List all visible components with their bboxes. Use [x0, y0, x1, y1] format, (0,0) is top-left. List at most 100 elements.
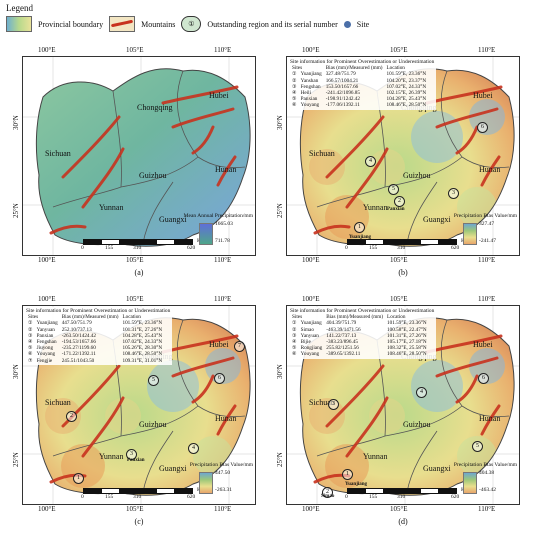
site-info-row: ④ Heili -241.42/1096.85 102.15°E, 26.39°N [290, 90, 428, 96]
outstanding-region-number: 2 [66, 411, 77, 422]
provincial-boundary-line [142, 181, 174, 244]
provincial-boundary-line [406, 430, 438, 493]
legend-title: Legend [6, 3, 33, 13]
lat-tick-label: 30°N [276, 115, 284, 130]
site-info-cell-loc: 105.26°E, 28.30°N [122, 345, 163, 352]
site-info-cell-loc: 104.20°E, 23.37°N [386, 77, 427, 84]
site-info-cell-loc: 100.58°E, 22.47°N [387, 326, 427, 333]
map-frame: SichuanChongqingHubeiGuizhouHunanYunnanG… [22, 305, 256, 505]
site-info-row: ③ Panxian -263.50/1424.42 104.28°E, 25.43°N [26, 333, 164, 339]
lon-tick-label: 105°E [126, 505, 144, 513]
scale-bar-label: 620 [451, 494, 460, 500]
mountain-range [49, 224, 87, 235]
panel-caption: (c) [134, 517, 144, 526]
site-info-cell-site: Fengjie [36, 357, 53, 364]
site-info-header: Location [386, 65, 405, 72]
lat-tick-label: 30°N [12, 364, 20, 379]
outstanding-region-number: 2 [394, 196, 405, 207]
outstanding-region-number: 6 [214, 373, 225, 384]
site-info-header: Location [387, 314, 406, 321]
province-label: Sichuan [45, 398, 71, 407]
colorbar-max: 327.47 [479, 221, 495, 227]
site-info-cell-site: Youyang [36, 351, 56, 358]
site-info-cell-bias: 166.57/1004.21 [325, 77, 359, 84]
mountain-range [325, 115, 385, 179]
scale-bar [83, 239, 193, 245]
site-info-cell-bias: 255.82/1251.56 [326, 345, 359, 352]
province-label: Sichuan [309, 149, 335, 158]
site-info-cell-bias: -389.65/1392.11 [326, 351, 361, 358]
site-info-cell-bias: 141.22/737.13 [326, 332, 357, 339]
site-info-cell-loc: 109.31°E, 31.01°N [122, 357, 163, 364]
colorbar-min: -241.47 [479, 238, 496, 244]
site-info-cell-n: ⑤ [292, 96, 297, 103]
map-panel-c: 100°E 105°E 110°E 100°E 105°E 110°E 30°N 25°N Si… [8, 293, 270, 533]
site-info-cell-bias: 404.39/751.79 [326, 320, 357, 327]
mountain-range [345, 147, 389, 209]
site-info-cell-n: ② [292, 77, 297, 84]
site-info-row: ② Yanyuan 252.10/737.13 101.31°E, 27.26°N [26, 327, 164, 333]
site-info-cell-site: Bijie [300, 339, 311, 346]
site-info-cell-site: Heili [300, 90, 312, 97]
scale-bar-label: 0 [81, 245, 84, 251]
site-info-cell-site: Yanyuan [36, 326, 55, 333]
site-info-cell-site: Jiuyong [36, 345, 54, 352]
mountain-range [480, 404, 501, 436]
site-info-cell-n: ④ [28, 339, 33, 346]
scale-bar-label: 620 [187, 494, 196, 500]
site-info-table: Site information for Prominent Overestim… [24, 307, 173, 365]
site-info-header: Sites [292, 65, 303, 72]
lon-tick-label: 105°E [390, 505, 408, 513]
site-info-cell-n: ④ [292, 339, 297, 346]
province-label: Yunnan [99, 452, 124, 461]
province-label: Hunan [215, 165, 237, 174]
lon-tick-label: 100°E [38, 505, 56, 513]
panel-caption: (a) [134, 268, 144, 277]
scale-bar-label: 155 [369, 245, 378, 251]
site-info-row: ⑥ Youyang -177.06/1392.11 108.46°E, 28.50°N [290, 102, 428, 108]
site-info-cell-bias: 252.10/737.13 [61, 326, 92, 333]
lon-tick-label: 105°E [126, 46, 144, 54]
province-label: Guizhou [139, 420, 167, 429]
mountain-range [61, 115, 121, 179]
lat-tick-label: 25°N [12, 452, 20, 467]
site-info-cell-site: Fengshan [36, 339, 57, 346]
province-label: Guangxi [159, 215, 187, 224]
site-info-table: Site information for Prominent Overestim… [288, 58, 437, 110]
panel-caption: (b) [398, 268, 408, 277]
colorbar [463, 472, 477, 494]
lon-tick-label: 110°E [214, 295, 232, 303]
site-info-title: Site information for Prominent Overestim… [290, 59, 435, 65]
site-info-cell-bias: 153.50/1657.66 [325, 83, 359, 90]
bias-patch [61, 444, 105, 488]
lon-tick-label: 100°E [302, 256, 320, 264]
lon-tick-label: 110°E [478, 295, 496, 303]
map-panel-d: 100°E 105°E 110°E 100°E 105°E 110°E 30°N 25°N Si… [272, 293, 534, 533]
bias-patch [325, 444, 369, 488]
site-info-cell-bias: 447.50/751.79 [61, 320, 92, 327]
scale-bar-label: 310 [133, 245, 142, 251]
scale-bar-label: 310 [397, 494, 406, 500]
mountain-range [435, 107, 499, 129]
legend-mountains: Mountains [141, 19, 176, 29]
mountain-range [216, 404, 237, 436]
outstanding-region-number: 3 [126, 449, 137, 460]
panel-caption: (d) [398, 517, 408, 526]
bias-patch [45, 398, 81, 434]
site-info-row: ⑤ Rongjiang 255.82/1251.56 108.32°E, 25.58°… [290, 345, 429, 351]
site-info-cell-site: Panxian [36, 332, 54, 339]
site-info-header: Bias (mm)/Measured (mm) [61, 314, 119, 321]
study-region-map [287, 57, 519, 255]
provincial-boundary-line [176, 70, 199, 158]
provincial-boundary-line [120, 405, 199, 437]
site-info-cell-n: ① [28, 320, 33, 327]
site-info-cell-n: ② [292, 326, 297, 333]
site-info-cell-site: Yuanjiang [300, 320, 322, 327]
scale-bar [347, 488, 457, 494]
mountain-range [313, 224, 351, 235]
outstanding-region-number: 3 [328, 399, 339, 410]
site-info-header: Location [122, 314, 141, 321]
site-info-cell-loc: 104.28°E, 25.43°N [386, 96, 427, 103]
scale-bar-label: 155 [105, 245, 114, 251]
lon-tick-label: 100°E [38, 256, 56, 264]
